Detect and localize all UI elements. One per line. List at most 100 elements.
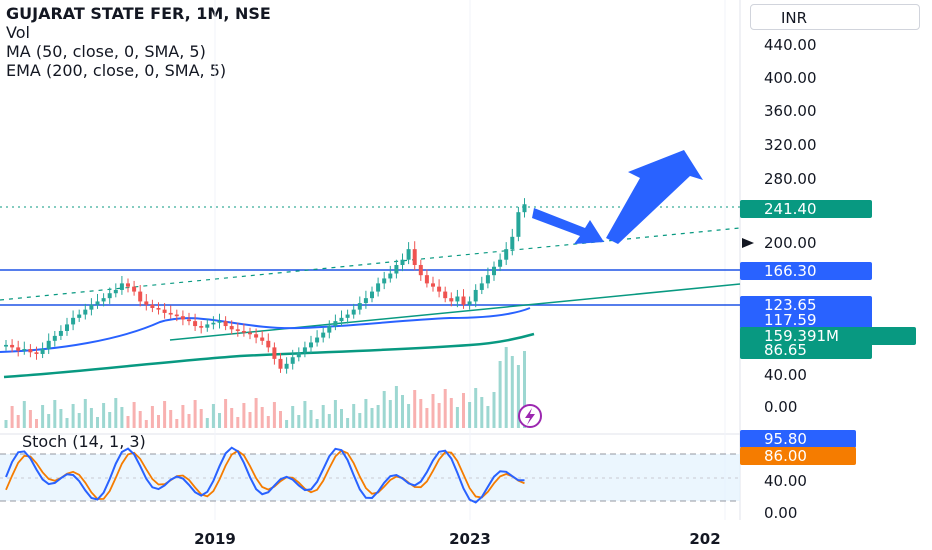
volume-bar (242, 403, 246, 428)
volume-bar (22, 401, 26, 428)
volume-bar (358, 413, 362, 428)
arrow-up-right (606, 150, 703, 244)
candle-body (382, 278, 387, 284)
candle-body (431, 283, 435, 287)
volume-bar (468, 402, 472, 428)
volume-bar (462, 393, 465, 428)
volume-bar (498, 361, 502, 428)
candle-body (52, 335, 57, 341)
volume-bar (266, 416, 270, 428)
candle-body (22, 349, 27, 351)
volume-bar (260, 407, 264, 428)
candle-body (180, 316, 185, 320)
candle-body (211, 322, 216, 325)
level-badge-123: 123.65 (764, 296, 817, 314)
candle-body (260, 337, 265, 341)
volume-bar (163, 401, 167, 428)
lightning-bolt (525, 408, 535, 425)
candle-body (296, 352, 301, 358)
dotted-trendline (0, 227, 741, 301)
ema-line (3, 332, 535, 379)
volume-bar (437, 403, 441, 428)
ema-value-badge-bg (740, 341, 872, 359)
volume-bar (205, 418, 209, 428)
ma-indicator-label[interactable]: MA (50, close, 0, SMA, 5) (6, 42, 206, 61)
price-tick-label: 280.00 (764, 170, 817, 188)
volume-bar (53, 400, 57, 428)
candle-body (235, 329, 240, 331)
time-tick-label: 202 (689, 530, 720, 548)
candle-body (156, 307, 161, 310)
volume-bar (352, 404, 356, 428)
volume-bar (364, 399, 368, 428)
candle-body (205, 324, 210, 328)
candle-body (89, 304, 94, 310)
candle-body (345, 314, 350, 318)
last-price-badge-bg (740, 200, 872, 218)
time-tick-label: 2019 (194, 530, 236, 548)
candle-body (126, 283, 130, 287)
candle-body (28, 349, 33, 353)
support-trendline (169, 283, 741, 341)
candle-body (119, 283, 124, 290)
grid (0, 0, 741, 520)
ma-line (0, 307, 531, 353)
volume-bar (486, 406, 490, 428)
volume-bars (4, 347, 526, 428)
stoch-indicator-label[interactable]: Stoch (14, 1, 3) (22, 432, 146, 451)
volume-bar (230, 408, 234, 428)
candle-body (321, 332, 326, 338)
volume-bar (126, 416, 130, 428)
volume-bar (157, 415, 160, 428)
ema-indicator-label[interactable]: EMA (200, close, 0, SMA, 5) (6, 61, 227, 80)
candle-body (187, 319, 191, 322)
volume-bar (388, 400, 392, 428)
last-price-badge: 241.40 (764, 200, 817, 218)
candle-body (400, 259, 405, 265)
volume-bar (419, 399, 423, 428)
arrow-down-right (532, 208, 604, 244)
stoch-d-line (5, 449, 525, 500)
volume-bar (510, 356, 514, 428)
candle-body (272, 347, 277, 359)
candle-body (467, 301, 472, 305)
candle-body (315, 337, 320, 343)
candle-body (58, 330, 63, 336)
currency-selector[interactable]: INR (750, 4, 920, 30)
volume-bar (187, 414, 191, 428)
price-tick-label: 400.00 (764, 69, 817, 87)
volume-bar (224, 399, 228, 428)
candle-body (437, 286, 442, 292)
volume-bar (376, 405, 380, 428)
candle-body (504, 249, 509, 260)
volume-bar (83, 399, 87, 428)
symbol-title[interactable]: GUJARAT STATE FER, 1M, NSE (6, 4, 271, 23)
volume-bar (59, 409, 63, 428)
price-tick-label: 360.00 (764, 102, 817, 120)
candle-body (339, 317, 344, 322)
volume-bar (28, 410, 32, 428)
candle-body (492, 266, 496, 276)
volume-bar (346, 418, 350, 428)
volume-bar (47, 414, 51, 428)
candle-body (461, 296, 466, 305)
candle-body (418, 264, 423, 276)
volume-bar (65, 418, 69, 428)
volume-bar (96, 417, 99, 428)
volume-indicator-label[interactable]: Vol (6, 23, 30, 42)
volume-bar (144, 420, 148, 428)
candle-body (113, 289, 118, 294)
price-tick-label: 40.00 (764, 366, 807, 384)
stoch-k-line (5, 446, 525, 504)
volume-bar (431, 394, 435, 428)
level-badge-166: 166.30 (764, 262, 817, 280)
volume-bar (35, 419, 38, 428)
candle-body (522, 204, 527, 213)
candle-body (241, 330, 246, 333)
scale-marker-icon (742, 238, 754, 248)
candle-body (388, 273, 393, 279)
ema-value-badge: 86.65 (764, 341, 807, 359)
volume-bar (108, 412, 112, 428)
candle-body (34, 352, 39, 354)
